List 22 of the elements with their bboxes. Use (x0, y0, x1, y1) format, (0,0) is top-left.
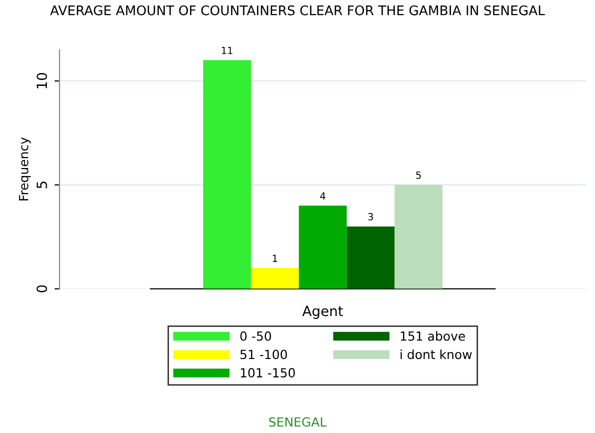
y-tick-label: 0 (36, 285, 48, 292)
chart-title: AVERAGE AMOUNT OF COUNTAINERS CLEAR FOR THE GAMBIA IN SENEGAL (50, 5, 545, 16)
data-label: 4 (320, 192, 326, 200)
legend-label: 51 -100 (240, 350, 287, 360)
data-label: 1 (272, 254, 278, 262)
y-tick-label: 10 (36, 73, 48, 88)
bar (346, 226, 395, 289)
legend-label: 0 -50 (240, 331, 272, 341)
legend-label: i dont know (400, 349, 472, 360)
x-tick-label: Agent (302, 306, 344, 319)
legend-label: 151 above (400, 331, 465, 341)
data-label: 11 (222, 46, 232, 54)
bar (298, 206, 347, 289)
bar (203, 60, 251, 289)
y-tick-label: 5 (36, 182, 48, 188)
text: SENEGAL (269, 417, 327, 427)
data-label: 3 (368, 213, 373, 220)
y-axis-title: Frequency (19, 137, 31, 200)
bar (250, 268, 299, 289)
data-label: 5 (416, 172, 421, 179)
legend-label: 101 -150 (240, 368, 295, 378)
bar (394, 184, 442, 289)
